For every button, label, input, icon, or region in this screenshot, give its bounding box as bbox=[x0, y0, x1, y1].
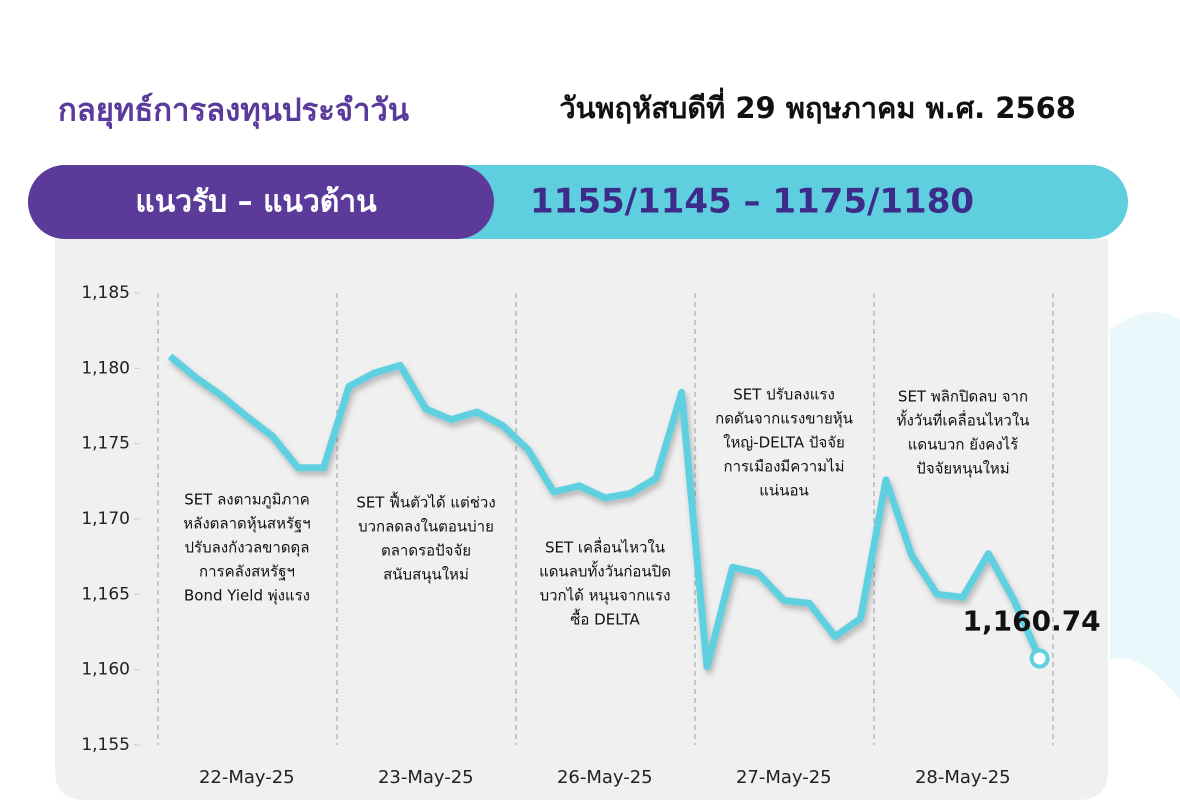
y-tick-label: 1,170 bbox=[81, 509, 130, 529]
annotation: SET ปรับลงแรง bbox=[733, 386, 835, 404]
y-tick-label: 1,165 bbox=[81, 584, 130, 604]
annotation: แดนลบทั้งวันก่อนปิด bbox=[539, 561, 671, 581]
annotation: ทั้งวันที่เคลื่อนไหวใน bbox=[897, 410, 1030, 430]
date: วันพฤหัสบดีที่ 29 พฤษภาคม พ.ศ. 2568 bbox=[559, 87, 1076, 125]
banner-label-bg bbox=[28, 165, 494, 239]
chart-panel bbox=[55, 239, 1108, 800]
annotation: SET เคลื่อนไหวใน bbox=[545, 537, 665, 557]
annotation: ปรับลงกังวลขาดดุล bbox=[185, 539, 310, 558]
x-tick-label: 23-May-25 bbox=[378, 767, 474, 788]
x-tick-label: 28-May-25 bbox=[915, 767, 1011, 788]
title: กลยุทธ์การลงทุนประจำวัน bbox=[58, 93, 409, 130]
annotation: ตลาดรอปัจจัย bbox=[381, 542, 471, 560]
annotation: ปัจจัยหนุนใหม่ bbox=[916, 460, 1009, 479]
range-value: 1155/1145 – 1175/1180 bbox=[530, 182, 974, 222]
range-label: แนวรับ – แนวต้าน bbox=[135, 185, 377, 220]
y-tick-label: 1,175 bbox=[81, 434, 130, 454]
value-label: 1,160.74 bbox=[963, 605, 1101, 638]
annotation: ใหญ่-DELTA ปัจจัย bbox=[723, 434, 845, 452]
end-point bbox=[1029, 648, 1050, 669]
x-tick-label: 22-May-25 bbox=[199, 767, 295, 788]
y-tick-label: 1,160 bbox=[81, 660, 130, 680]
annotation: การเมืองมีความไม่ bbox=[724, 458, 845, 476]
annotation: แน่นอน bbox=[759, 482, 808, 500]
chart: 1,155 1,160 1,165 1,170 1,175 1,180 1,185 22-Ma… bbox=[81, 283, 1100, 788]
annotation: กดดันจากแรงขายหุ้น bbox=[715, 410, 853, 429]
annotation: สนับสนุนใหม่ bbox=[383, 566, 469, 585]
x-tick-label: 26-May-25 bbox=[557, 767, 653, 788]
y-tick-label: 1,180 bbox=[81, 358, 130, 378]
annotation: การคลังสหรัฐฯ bbox=[199, 563, 295, 581]
annotation: หลังตลาดหุ้นสหรัฐฯ bbox=[183, 515, 310, 534]
annotation: SET ลงตามภูมิภาค bbox=[184, 491, 310, 509]
decoration bbox=[1110, 312, 1180, 700]
y-tick-label: 1,185 bbox=[81, 283, 130, 303]
annotation: ซื้อ DELTA bbox=[570, 609, 640, 629]
y-tick-label: 1,155 bbox=[81, 735, 130, 755]
annotation: Bond Yield พุ่งแรง bbox=[184, 587, 310, 606]
annotation: แดนบวก ยังคงไร้ bbox=[908, 436, 1019, 454]
annotation: บวกลดลงในตอนบ่าย bbox=[358, 518, 494, 536]
annotation: บวกได้ หนุนจากแรง bbox=[540, 587, 671, 606]
line bbox=[167, 353, 1043, 671]
annotation: SET พลิกปิดลบ จาก bbox=[898, 388, 1028, 406]
annotation: SET ฟื้นตัวได้ แต่ช่วง bbox=[356, 492, 495, 512]
x-tick-label: 27-May-25 bbox=[736, 767, 832, 788]
